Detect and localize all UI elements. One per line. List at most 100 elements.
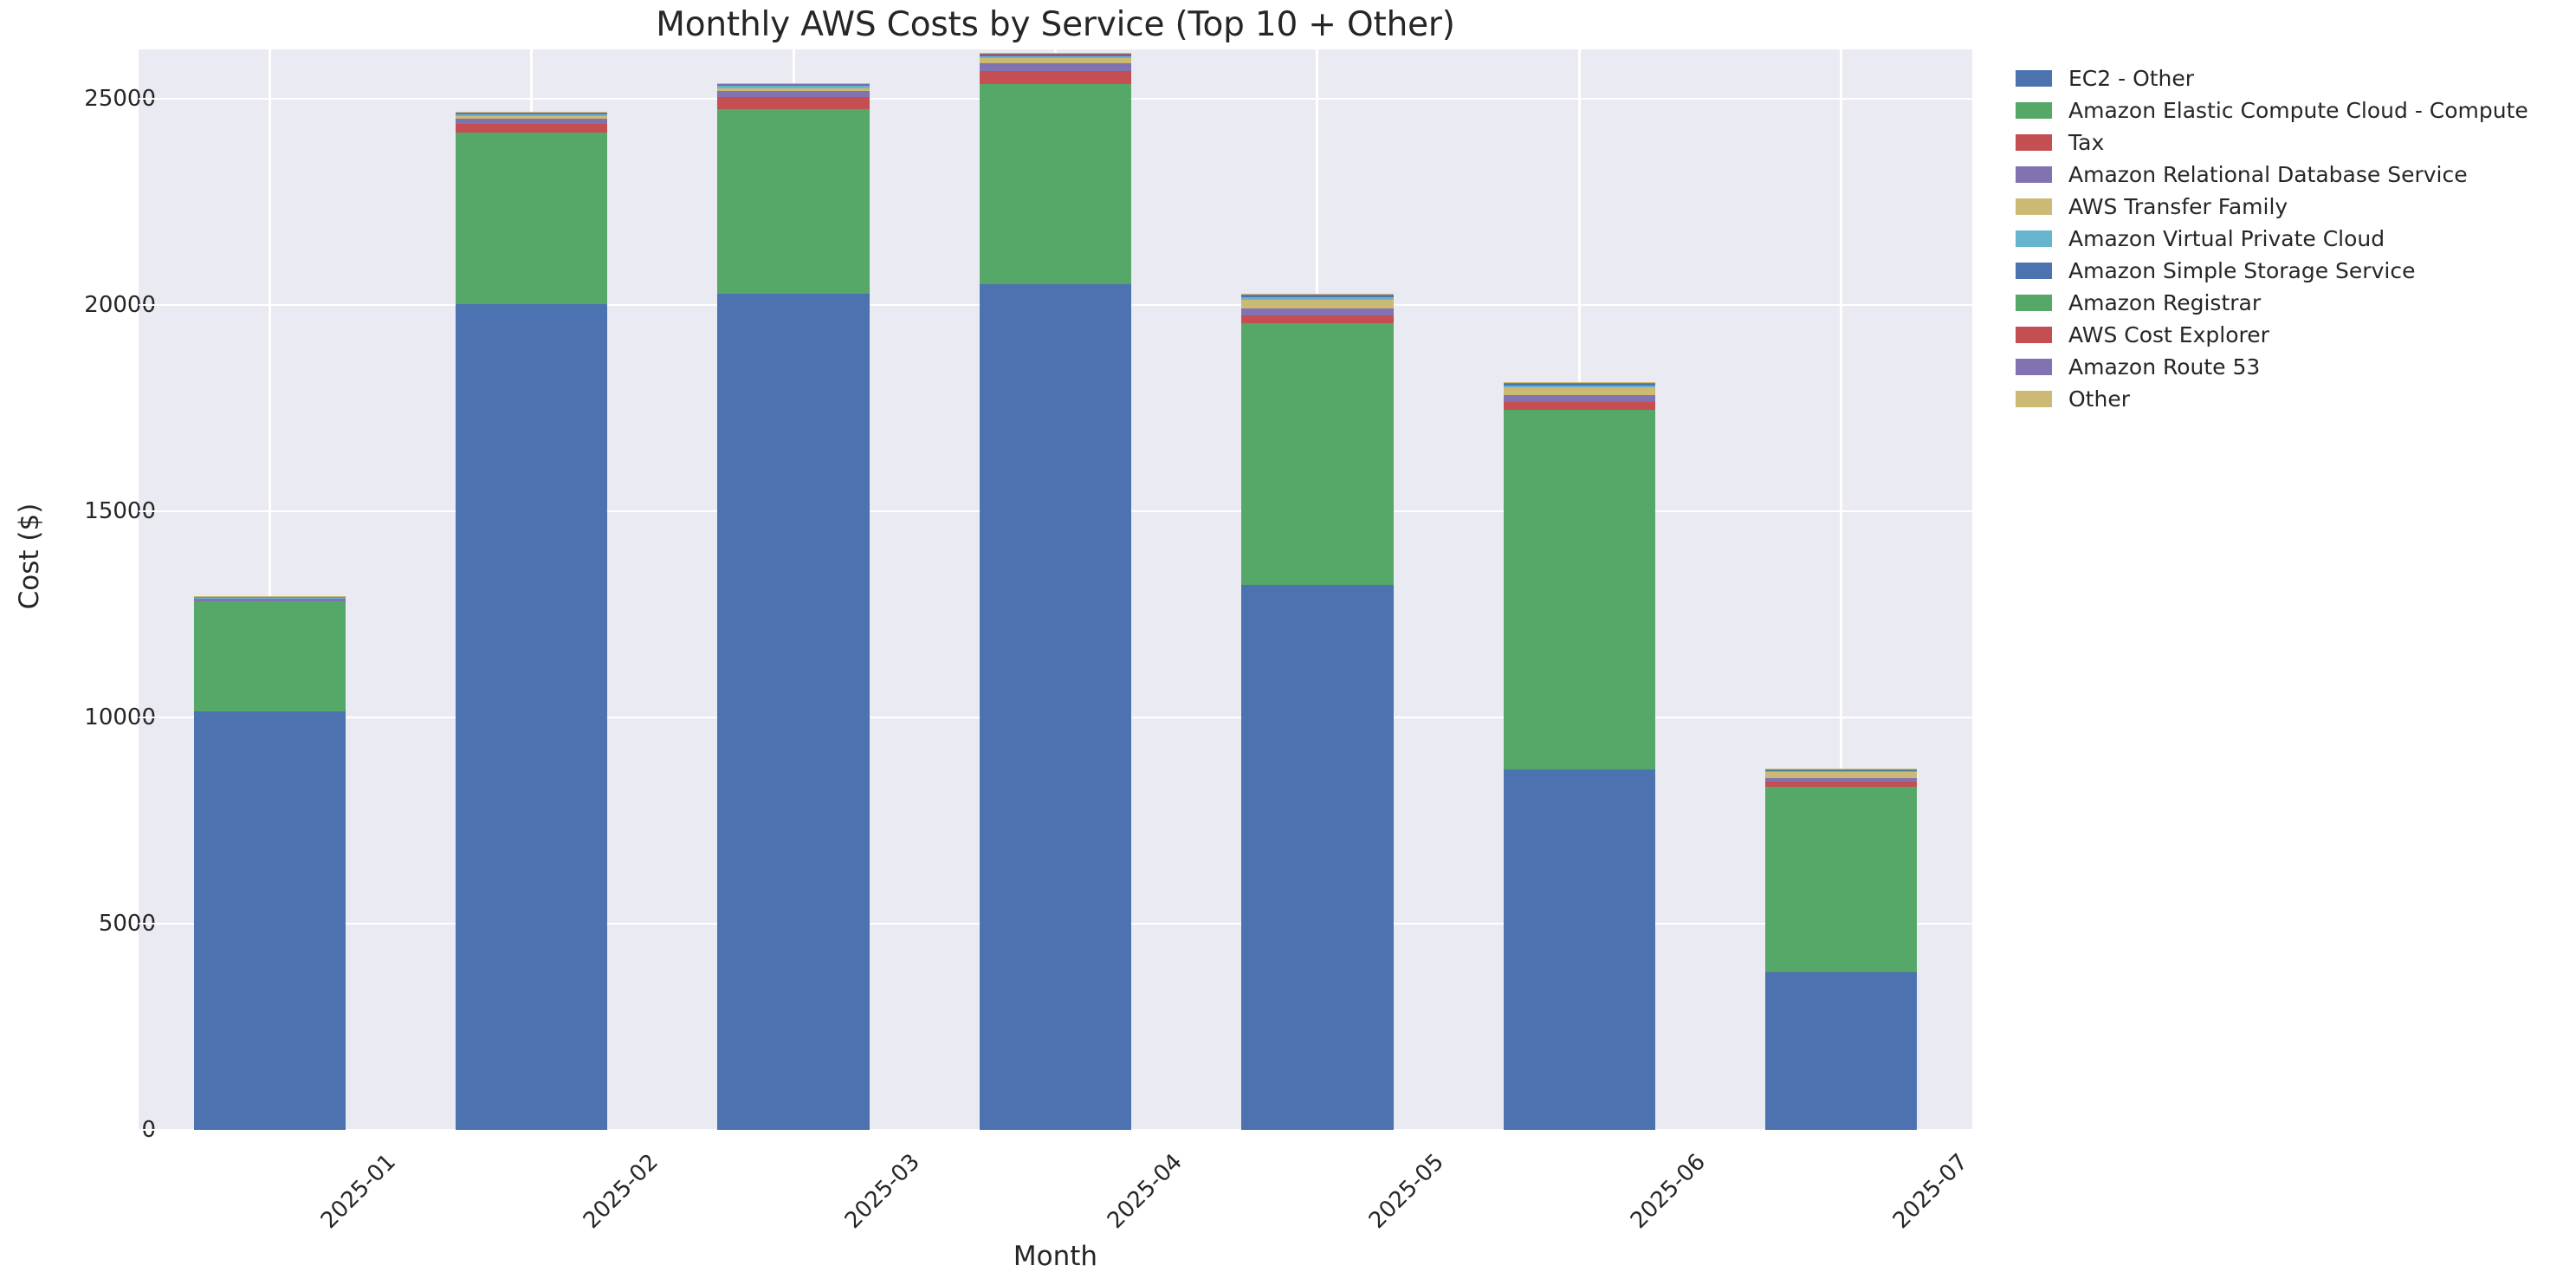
- legend-item[interactable]: Amazon Route 53: [2016, 351, 2553, 383]
- bar-segment[interactable]: [1503, 402, 1656, 411]
- bar-segment[interactable]: [193, 711, 346, 1130]
- x-axis-tick-label: 2025-06: [1626, 1149, 1712, 1235]
- legend-label: Other: [2068, 386, 2130, 412]
- bar-segment[interactable]: [1503, 382, 1656, 384]
- legend-swatch-icon: [2016, 102, 2052, 119]
- bar-segment[interactable]: [1765, 770, 1918, 772]
- bar-segment[interactable]: [1503, 769, 1656, 1130]
- legend-item[interactable]: Amazon Simple Storage Service: [2016, 255, 2553, 287]
- bar-stack-2025-06[interactable]: [1503, 49, 1656, 1130]
- bar-segment[interactable]: [1241, 322, 1394, 585]
- bar-segment[interactable]: [717, 293, 870, 1130]
- bar-stack-2025-01[interactable]: [193, 49, 346, 1130]
- legend-item[interactable]: Other: [2016, 383, 2553, 415]
- bar-segment[interactable]: [979, 54, 1132, 56]
- bar-segment[interactable]: [1241, 299, 1394, 309]
- bar-segment[interactable]: [1765, 787, 1918, 972]
- y-axis-label: Cost ($): [14, 503, 45, 610]
- bar-segment[interactable]: [1503, 387, 1656, 396]
- legend-label: Amazon Relational Database Service: [2068, 162, 2468, 187]
- bar-segment[interactable]: [1503, 386, 1656, 388]
- bar-segment[interactable]: [717, 91, 870, 98]
- bar-segment[interactable]: [1241, 297, 1394, 300]
- bar-segment[interactable]: [979, 57, 1132, 64]
- legend-swatch-icon: [2016, 263, 2052, 279]
- x-axis-tick-label: 2025-03: [839, 1149, 925, 1235]
- legend-item[interactable]: Amazon Relational Database Service: [2016, 159, 2553, 191]
- bar-segment[interactable]: [979, 55, 1132, 58]
- legend-item[interactable]: Amazon Registrar: [2016, 287, 2553, 319]
- legend-item[interactable]: Tax: [2016, 127, 2553, 159]
- legend-label: AWS Cost Explorer: [2068, 322, 2269, 347]
- bar-segment[interactable]: [1241, 308, 1394, 316]
- legend-swatch-icon: [2016, 70, 2052, 87]
- bar-stack-2025-04[interactable]: [979, 49, 1132, 1130]
- legend-label: Amazon Virtual Private Cloud: [2068, 226, 2385, 251]
- legend-item[interactable]: Amazon Virtual Private Cloud: [2016, 223, 2553, 255]
- bar-segment[interactable]: [1765, 782, 1918, 787]
- bar-segment[interactable]: [455, 118, 608, 125]
- legend-item[interactable]: Amazon Elastic Compute Cloud - Compute: [2016, 94, 2553, 127]
- bar-segment[interactable]: [717, 88, 870, 92]
- bar-segment[interactable]: [1241, 294, 1394, 295]
- bar-segment[interactable]: [717, 97, 870, 109]
- bar-segment[interactable]: [193, 601, 346, 711]
- legend-label: EC2 - Other: [2068, 66, 2195, 91]
- bar-segment[interactable]: [979, 284, 1132, 1130]
- legend-label: Amazon Registrar: [2068, 290, 2262, 315]
- bar-segment[interactable]: [455, 124, 608, 133]
- x-axis-tick-label: 2025-02: [578, 1149, 663, 1235]
- plot-clip: [139, 49, 1972, 1131]
- bar-segment[interactable]: [717, 86, 870, 88]
- bar-segment[interactable]: [193, 595, 346, 597]
- legend-item[interactable]: EC2 - Other: [2016, 62, 2553, 94]
- bar-segment[interactable]: [717, 83, 870, 85]
- legend-swatch-icon: [2016, 391, 2052, 407]
- bar-stack-2025-02[interactable]: [455, 49, 608, 1130]
- plot-area: [139, 49, 1972, 1131]
- x-axis-label: Month: [1013, 1241, 1098, 1272]
- bar-segment[interactable]: [455, 112, 608, 114]
- bar-segment[interactable]: [717, 84, 870, 87]
- legend-swatch-icon: [2016, 359, 2052, 375]
- x-axis-tick-label: 2025-07: [1887, 1149, 1973, 1235]
- bar-segment[interactable]: [1765, 769, 1918, 771]
- bar-segment[interactable]: [1765, 778, 1918, 782]
- bar-segment[interactable]: [455, 304, 608, 1130]
- bar-segment[interactable]: [1765, 771, 1918, 778]
- legend-label: Amazon Route 53: [2068, 354, 2261, 380]
- bar-segment[interactable]: [717, 108, 870, 294]
- bar-segment[interactable]: [1241, 295, 1394, 298]
- gridline-vertical: [268, 49, 271, 1130]
- legend-swatch-icon: [2016, 295, 2052, 311]
- bar-segment[interactable]: [455, 114, 608, 117]
- bar-stack-2025-07[interactable]: [1765, 49, 1918, 1130]
- bar-segment[interactable]: [979, 70, 1132, 84]
- legend-item[interactable]: AWS Cost Explorer: [2016, 319, 2553, 351]
- chart-title: Monthly AWS Costs by Service (Top 10 + O…: [656, 5, 1455, 44]
- bar-segment[interactable]: [1503, 410, 1656, 769]
- legend-label: Tax: [2068, 130, 2105, 155]
- bar-stack-2025-03[interactable]: [717, 49, 870, 1130]
- bar-segment[interactable]: [979, 83, 1132, 285]
- bar-segment[interactable]: [1503, 395, 1656, 403]
- chart-legend: EC2 - Other Amazon Elastic Compute Cloud …: [2016, 62, 2553, 415]
- x-axis-tick-label: 2025-04: [1102, 1149, 1188, 1235]
- legend-swatch-icon: [2016, 327, 2052, 343]
- bar-segment[interactable]: [1765, 971, 1918, 1130]
- legend-label: Amazon Simple Storage Service: [2068, 258, 2416, 283]
- x-axis-tick-label: 2025-05: [1363, 1149, 1449, 1235]
- bar-segment[interactable]: [1241, 315, 1394, 323]
- bar-segment[interactable]: [979, 63, 1132, 71]
- bar-segment[interactable]: [193, 599, 346, 602]
- bar-stack-2025-05[interactable]: [1241, 49, 1394, 1130]
- bar-segment[interactable]: [1241, 584, 1394, 1130]
- x-axis-tick-label: 2025-01: [316, 1149, 402, 1235]
- legend-item[interactable]: AWS Transfer Family: [2016, 191, 2553, 223]
- bar-segment[interactable]: [1503, 383, 1656, 386]
- bar-segment[interactable]: [193, 598, 346, 600]
- bar-segment[interactable]: [979, 52, 1132, 54]
- bar-segment[interactable]: [455, 116, 608, 119]
- bar-segment[interactable]: [455, 132, 608, 305]
